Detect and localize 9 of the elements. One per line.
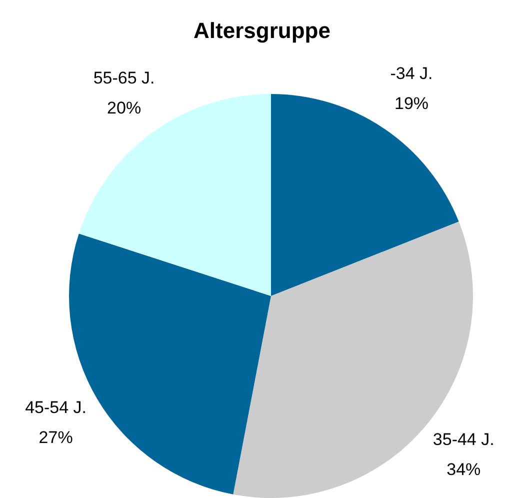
slice-label: 35-44 J. [432,430,494,450]
slice-label: 45-54 J. [25,398,87,417]
data-label: 27% [38,428,73,447]
chart-title: Altersgruppe [194,18,330,44]
slice-label: -34 J. [390,64,433,83]
slice-label: 55-65 J. [93,68,155,88]
data-label: 34% [446,460,481,480]
data-label: 20% [107,98,142,118]
data-label: 19% [394,94,429,113]
